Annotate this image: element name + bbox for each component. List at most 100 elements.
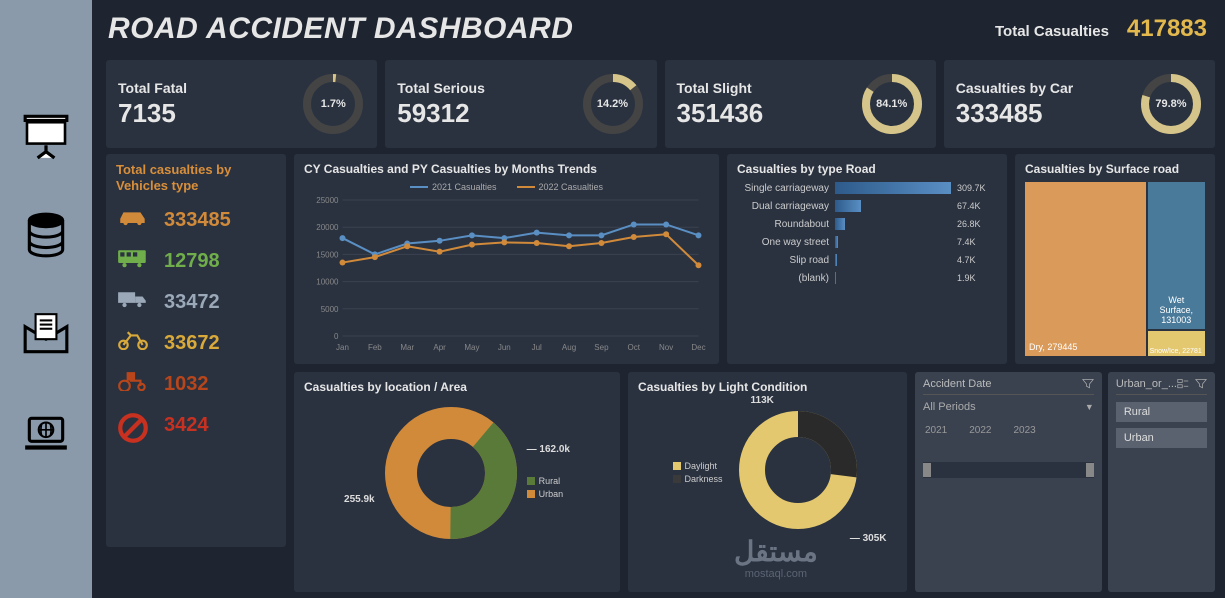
light-legend: Daylight Darkness (673, 458, 723, 487)
slicer-urban[interactable]: Urban_or_... Rural Urban (1108, 372, 1215, 592)
year-labels: 2021 2022 2023 (923, 425, 1094, 436)
light-title: Casualties by Light Condition (638, 380, 897, 394)
trends-panel: CY Casualties and PY Casualties by Month… (294, 154, 719, 364)
urban-callout: 255.9k (344, 494, 375, 505)
treemap-wet: Wet Surface, 131003 (1148, 182, 1205, 329)
vehicle-value: 3424 (164, 414, 209, 437)
trends-chart: 0 5000 10000 15000 20000 25000 Jan Feb Mar Apr May… (304, 194, 709, 354)
motorcycle-icon (116, 329, 150, 357)
trends-legend: 2021 Casualties 2022 Casualties (304, 182, 709, 192)
kpi-fatal-value: 7135 (118, 98, 187, 129)
clear-filter-icon[interactable] (1195, 378, 1207, 390)
slicer-urban-option[interactable]: Urban (1116, 428, 1207, 448)
slicer-urban-title: Urban_or_... (1116, 378, 1177, 390)
total-casualties-label: Total Casualties (995, 23, 1109, 40)
svg-text:Feb: Feb (368, 343, 382, 352)
slicer-rural-option[interactable]: Rural (1116, 402, 1207, 422)
treemap-dry: Dry, 279445 (1025, 182, 1146, 356)
slicer-date[interactable]: Accident Date All Periods ▼ 2021 2022 20… (915, 372, 1102, 592)
total-casualties: Total Casualties 417883 (995, 15, 1207, 43)
vehicle-value: 33472 (164, 291, 220, 314)
vehicles-title: Total casualties by Vehicles type (116, 162, 276, 193)
svg-text:Jul: Jul (532, 343, 542, 352)
filters-column: Accident Date All Periods ▼ 2021 2022 20… (915, 372, 1215, 592)
surface-title: Casualties by Surface road (1025, 162, 1205, 176)
kpi-car-donut: 79.8% (1139, 72, 1203, 136)
roadtype-row: One way street7.4K (737, 236, 997, 248)
slicer-date-title: Accident Date (923, 378, 991, 390)
vehicles-panel: Total casualties by Vehicles type 333485… (106, 154, 286, 547)
svg-text:Aug: Aug (562, 343, 576, 352)
kpi-slight-value: 351436 (677, 98, 764, 129)
location-title: Casualties by location / Area (304, 380, 610, 394)
other-icon (116, 411, 150, 439)
svg-text:Jan: Jan (336, 343, 349, 352)
kpi-slight-donut: 84.1% (860, 72, 924, 136)
kpi-car: Casualties by Car 333485 79.8% (944, 60, 1215, 148)
kpi-row: Total Fatal 7135 1.7% Total Serious 5931… (106, 60, 1215, 148)
surface-panel: Casualties by Surface road Dry, 279445 W… (1015, 154, 1215, 364)
vehicle-value: 1032 (164, 373, 209, 396)
location-panel: Casualties by location / Area 255.9k — 1… (294, 372, 620, 592)
sidebar (0, 0, 92, 598)
clear-filter-icon[interactable] (1082, 378, 1094, 390)
treemap-snow: Snow/Ice, 22781 (1148, 331, 1205, 356)
svg-text:10000: 10000 (316, 278, 339, 287)
svg-text:Jun: Jun (498, 343, 511, 352)
roadtype-row: Roundabout26.8K (737, 218, 997, 230)
light-panel: Casualties by Light Condition Daylight D… (628, 372, 907, 592)
kpi-car-value: 333485 (956, 98, 1074, 129)
truck-icon (116, 288, 150, 316)
darkness-callout: 113K (751, 395, 774, 406)
daylight-callout: — 305K (850, 533, 887, 544)
svg-text:May: May (464, 343, 479, 352)
tractor-icon (116, 370, 150, 398)
svg-text:25000: 25000 (316, 196, 339, 205)
total-casualties-value: 417883 (1127, 15, 1207, 43)
light-donut (733, 405, 863, 535)
roadtype-panel: Casualties by type Road Single carriagew… (727, 154, 1007, 364)
kpi-serious-donut: 14.2% (581, 72, 645, 136)
periods-dropdown[interactable]: All Periods ▼ (923, 399, 1094, 415)
svg-text:20000: 20000 (316, 223, 339, 232)
svg-text:Apr: Apr (433, 343, 446, 352)
surface-treemap: Dry, 279445 Wet Surface, 131003 Snow/Ice… (1025, 182, 1205, 356)
multiselect-icon[interactable] (1177, 378, 1189, 390)
page-title: ROAD ACCIDENT DASHBOARD (108, 12, 573, 46)
trends-title: CY Casualties and PY Casualties by Month… (304, 162, 709, 176)
roadtype-title: Casualties by type Road (737, 162, 997, 176)
vehicle-row-car: 333485 (116, 206, 276, 234)
kpi-fatal-donut: 1.7% (301, 72, 365, 136)
mail-document-icon[interactable] (21, 310, 71, 360)
vehicle-value: 12798 (164, 250, 220, 273)
vehicle-row-other: 3424 (116, 411, 276, 439)
vehicle-row-tractor: 1032 (116, 370, 276, 398)
vehicle-row-truck: 33472 (116, 288, 276, 316)
roadtype-row: Single carriageway309.7K (737, 182, 997, 194)
vehicle-row-bus: 12798 (116, 247, 276, 275)
svg-text:Sep: Sep (594, 343, 609, 352)
database-icon[interactable] (21, 210, 71, 260)
svg-text:Mar: Mar (400, 343, 414, 352)
svg-text:15000: 15000 (316, 250, 339, 259)
roadtype-row: Slip road4.7K (737, 254, 997, 266)
car-icon (116, 206, 150, 234)
svg-text:Oct: Oct (628, 343, 641, 352)
kpi-serious: Total Serious 59312 14.2% (385, 60, 656, 148)
laptop-web-icon[interactable] (21, 410, 71, 460)
location-legend: Rural Urban (527, 473, 570, 502)
timeline-scrollbar[interactable] (923, 462, 1094, 478)
svg-text:Dec: Dec (691, 343, 705, 352)
kpi-serious-value: 59312 (397, 98, 485, 129)
dashboard-main: ROAD ACCIDENT DASHBOARD Total Casualties… (92, 0, 1225, 598)
vehicle-value: 333485 (164, 209, 231, 232)
header: ROAD ACCIDENT DASHBOARD Total Casualties… (106, 8, 1215, 54)
presentation-icon[interactable] (21, 110, 71, 160)
svg-text:Nov: Nov (659, 343, 673, 352)
svg-text:5000: 5000 (321, 305, 339, 314)
svg-text:0: 0 (334, 332, 339, 341)
vehicle-value: 33672 (164, 332, 220, 355)
bus-icon (116, 247, 150, 275)
location-donut (381, 403, 521, 543)
rural-callout: — 162.0k (527, 444, 570, 455)
